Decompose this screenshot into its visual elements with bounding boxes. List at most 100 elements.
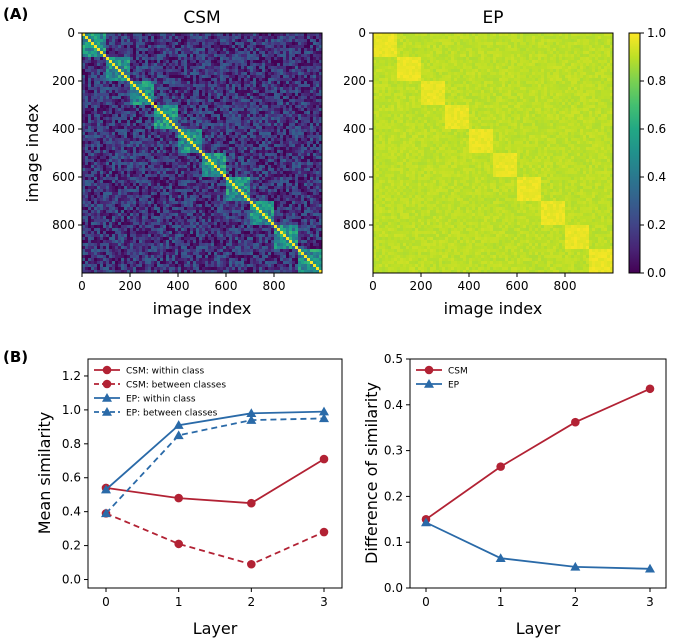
heatmap-cell — [238, 201, 242, 205]
heatmap-cell — [178, 129, 182, 133]
heatmap-cell — [208, 117, 212, 121]
heatmap-cell — [172, 177, 176, 181]
heatmap-cell — [274, 213, 278, 217]
heatmap-cell — [241, 105, 245, 109]
heatmap-cell — [193, 147, 197, 151]
heatmap-cell — [295, 81, 299, 85]
heatmap-cell — [148, 177, 152, 181]
heatmap-cell — [160, 207, 164, 211]
heatmap-cell — [307, 78, 311, 82]
heatmap-cell — [205, 123, 209, 127]
heatmap-cell — [157, 51, 161, 55]
heatmap-cell — [271, 213, 275, 217]
heatmap-cell — [199, 117, 203, 121]
heatmap-cell — [274, 57, 278, 61]
heatmap-cell — [139, 204, 143, 208]
heatmap-cell — [235, 87, 239, 91]
heatmap-cell — [286, 60, 290, 64]
heatmap-cell — [235, 117, 239, 121]
heatmap-cell — [190, 120, 194, 124]
heatmap-cell — [196, 111, 200, 115]
heatmap-cell — [205, 87, 209, 91]
heatmap-cell — [97, 42, 101, 46]
heatmap-cell — [157, 207, 161, 211]
heatmap-cell — [151, 189, 155, 193]
heatmap-cell — [187, 93, 191, 97]
heatmap-cell — [223, 114, 227, 118]
heatmap-cell — [199, 132, 203, 136]
heatmap-cell — [265, 81, 269, 85]
heatmap-cell — [259, 69, 263, 73]
heatmap-cell — [151, 123, 155, 127]
heatmap-cell — [220, 36, 224, 40]
heatmap-cell — [274, 96, 278, 100]
heatmap-cell — [184, 180, 188, 184]
heatmap-cell — [142, 45, 146, 49]
heatmap-cell — [214, 39, 218, 43]
heatmap-cell — [304, 72, 308, 76]
heatmap-cell — [130, 126, 134, 130]
heatmap-cell — [109, 114, 113, 118]
heatmap-cell — [118, 87, 122, 91]
heatmap-cell — [193, 114, 197, 118]
heatmap-cell — [145, 42, 149, 46]
heatmap-cell — [136, 57, 140, 61]
heatmap-cell — [145, 174, 149, 178]
heatmap-cell — [211, 33, 215, 37]
heatmap-cell — [238, 174, 242, 178]
heatmap-cell — [310, 129, 314, 133]
heatmap-cell — [229, 198, 233, 202]
heatmap-cell — [193, 168, 197, 172]
heatmap-cell — [169, 54, 173, 58]
heatmap-cell — [238, 195, 242, 199]
heatmap-cell — [235, 129, 239, 133]
heatmap-cell — [172, 108, 176, 112]
heatmap-cell — [220, 129, 224, 133]
heatmap-cell — [235, 102, 239, 106]
heatmap-cell — [163, 168, 167, 172]
heatmap-cell — [88, 54, 92, 58]
heatmap-cell — [106, 162, 110, 166]
heatmap-cell — [190, 153, 194, 157]
heatmap-cell — [151, 120, 155, 124]
heatmap-cell — [220, 33, 224, 37]
heatmap-cell — [97, 57, 101, 61]
heatmap-cell — [97, 138, 101, 142]
heatmap-cell — [292, 51, 296, 55]
heatmap-cell — [145, 126, 149, 130]
heatmap-cell — [202, 177, 206, 181]
heatmap-cell — [112, 111, 116, 115]
heatmap-cell — [205, 120, 209, 124]
heatmap-cell — [94, 177, 98, 181]
heatmap-cell — [151, 201, 155, 205]
heatmap-cell — [115, 207, 119, 211]
heatmap-cell — [310, 69, 314, 73]
heatmap-cell — [262, 144, 266, 148]
heatmap-cell — [184, 102, 188, 106]
heatmap-cell — [151, 117, 155, 121]
heatmap-cell — [142, 96, 146, 100]
heatmap-cell — [229, 150, 233, 154]
heatmap-cell — [229, 96, 233, 100]
heatmap-cell — [178, 177, 182, 181]
heatmap-cell — [160, 168, 164, 172]
heatmap-cell — [307, 189, 311, 193]
heatmap-cell — [115, 126, 119, 130]
heatmap-cell — [292, 165, 296, 169]
heatmap-cell — [259, 126, 263, 130]
heatmap-cell — [280, 204, 284, 208]
heatmap-cell — [130, 105, 134, 109]
heatmap-cell — [124, 177, 128, 181]
heatmap-cell — [115, 108, 119, 112]
heatmap-cell — [193, 216, 197, 220]
heatmap-cell — [253, 102, 257, 106]
heatmap-cell — [274, 81, 278, 85]
heatmap-cell — [112, 138, 116, 142]
heatmap-cell — [223, 75, 227, 79]
heatmap-cell — [280, 129, 284, 133]
heatmap-cell — [166, 135, 170, 139]
heatmap-cell — [211, 84, 215, 88]
heatmap-cell — [133, 132, 137, 136]
heatmap-cell — [214, 156, 218, 160]
heatmap-cell — [187, 78, 191, 82]
